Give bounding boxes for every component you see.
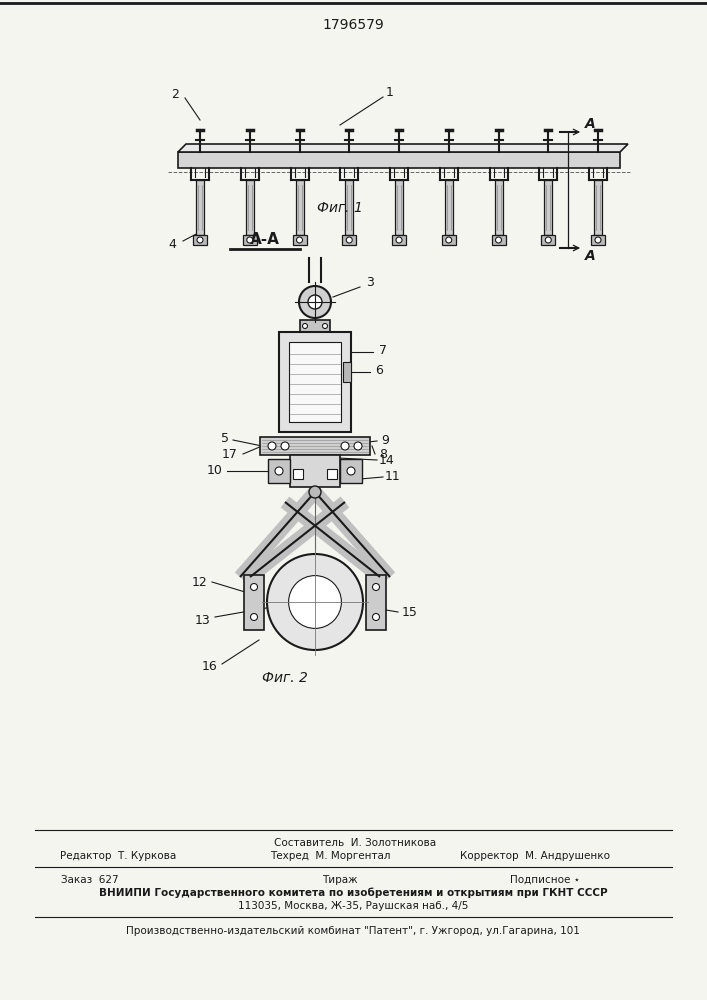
Circle shape bbox=[296, 237, 303, 243]
Bar bbox=[293, 235, 307, 245]
Bar bbox=[542, 235, 555, 245]
Circle shape bbox=[347, 467, 355, 475]
Bar bbox=[366, 574, 386, 630]
Circle shape bbox=[288, 576, 341, 628]
Circle shape bbox=[268, 442, 276, 450]
Text: Фиг. 1: Фиг. 1 bbox=[317, 201, 363, 215]
Bar bbox=[442, 235, 456, 245]
Bar bbox=[345, 180, 354, 235]
Bar bbox=[544, 180, 552, 235]
Circle shape bbox=[250, 613, 257, 620]
Text: 14: 14 bbox=[379, 454, 395, 466]
Bar bbox=[342, 235, 356, 245]
Text: A: A bbox=[585, 249, 595, 263]
Bar bbox=[246, 180, 254, 235]
Bar bbox=[196, 180, 204, 235]
Text: A: A bbox=[585, 117, 595, 131]
Bar bbox=[594, 180, 602, 235]
Text: A-A: A-A bbox=[250, 232, 280, 247]
Text: 9: 9 bbox=[381, 434, 389, 448]
Bar bbox=[296, 180, 303, 235]
Bar bbox=[279, 332, 351, 432]
Circle shape bbox=[354, 442, 362, 450]
Text: 3: 3 bbox=[366, 275, 374, 288]
Text: 15: 15 bbox=[402, 605, 418, 618]
Text: Производственно-издательский комбинат "Патент", г. Ужгород, ул.Гагарина, 101: Производственно-издательский комбинат "П… bbox=[126, 926, 580, 936]
Circle shape bbox=[396, 237, 402, 243]
Circle shape bbox=[373, 584, 380, 590]
Bar bbox=[290, 455, 340, 487]
Circle shape bbox=[341, 442, 349, 450]
Text: Тираж: Тираж bbox=[322, 875, 358, 885]
Bar bbox=[392, 235, 406, 245]
Polygon shape bbox=[178, 144, 628, 152]
Circle shape bbox=[299, 286, 331, 318]
Circle shape bbox=[595, 237, 601, 243]
Text: ВНИИПИ Государственного комитета по изобретениям и открытиям при ГКНТ СССР: ВНИИПИ Государственного комитета по изоб… bbox=[99, 888, 607, 898]
Text: 8: 8 bbox=[379, 448, 387, 460]
Text: 11: 11 bbox=[385, 471, 401, 484]
Bar bbox=[300, 320, 330, 332]
Text: 7: 7 bbox=[379, 344, 387, 357]
Text: 1: 1 bbox=[386, 87, 394, 100]
Bar bbox=[343, 362, 351, 382]
Text: Редактор  Т. Куркова: Редактор Т. Куркова bbox=[60, 851, 176, 861]
Text: 2: 2 bbox=[171, 89, 179, 102]
Circle shape bbox=[247, 237, 252, 243]
Circle shape bbox=[308, 295, 322, 309]
Text: 10: 10 bbox=[207, 464, 223, 478]
Circle shape bbox=[250, 584, 257, 590]
Text: 5: 5 bbox=[221, 432, 229, 444]
Text: 6: 6 bbox=[375, 363, 383, 376]
Bar bbox=[268, 459, 290, 483]
Circle shape bbox=[303, 324, 308, 328]
Text: Техред  М. Моргентал: Техред М. Моргентал bbox=[270, 851, 390, 861]
Circle shape bbox=[346, 237, 352, 243]
Text: 16: 16 bbox=[202, 660, 218, 674]
Bar bbox=[243, 235, 257, 245]
Text: 12: 12 bbox=[192, 576, 208, 588]
Bar bbox=[178, 152, 620, 168]
Text: Заказ  627: Заказ 627 bbox=[62, 875, 119, 885]
Text: Подписное ⋆: Подписное ⋆ bbox=[510, 875, 580, 885]
Bar bbox=[327, 469, 337, 479]
Circle shape bbox=[373, 613, 380, 620]
Text: 1796579: 1796579 bbox=[322, 18, 384, 32]
Bar bbox=[591, 235, 605, 245]
Circle shape bbox=[445, 237, 452, 243]
Text: 4: 4 bbox=[168, 237, 176, 250]
Circle shape bbox=[197, 237, 203, 243]
Bar bbox=[193, 235, 207, 245]
Circle shape bbox=[496, 237, 501, 243]
Bar bbox=[244, 574, 264, 630]
Text: 17: 17 bbox=[222, 448, 238, 460]
Circle shape bbox=[322, 324, 327, 328]
Bar bbox=[445, 180, 452, 235]
Bar bbox=[395, 180, 403, 235]
Bar bbox=[260, 437, 370, 455]
Bar bbox=[340, 459, 362, 483]
Circle shape bbox=[275, 467, 283, 475]
Bar bbox=[293, 469, 303, 479]
Bar bbox=[491, 235, 506, 245]
Text: Корректор  М. Андрушенко: Корректор М. Андрушенко bbox=[460, 851, 610, 861]
Circle shape bbox=[309, 486, 321, 498]
Text: 13: 13 bbox=[195, 613, 211, 626]
Circle shape bbox=[267, 554, 363, 650]
Text: Составитель  И. Золотникова: Составитель И. Золотникова bbox=[274, 838, 436, 848]
Text: Фиг. 2: Фиг. 2 bbox=[262, 671, 308, 685]
Bar bbox=[289, 342, 341, 422]
Circle shape bbox=[281, 442, 289, 450]
Text: 113035, Москва, Ж-35, Раушская наб., 4/5: 113035, Москва, Ж-35, Раушская наб., 4/5 bbox=[238, 901, 468, 911]
Bar bbox=[494, 180, 503, 235]
Circle shape bbox=[545, 237, 551, 243]
